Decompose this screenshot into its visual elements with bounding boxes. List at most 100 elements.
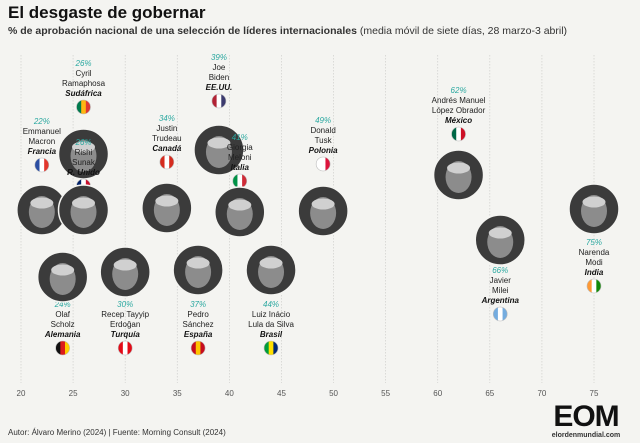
flag-icon [492, 306, 508, 322]
leader-photo [297, 185, 349, 237]
leader-photo [99, 246, 151, 298]
hair-shape [259, 257, 283, 269]
hair-shape [51, 264, 75, 276]
grid-lines [20, 55, 595, 383]
flag-icon [55, 340, 70, 356]
country-label: Turquía [111, 330, 141, 339]
leader-name: Milei [492, 286, 509, 295]
leader-name: Emmanuel [23, 127, 61, 136]
value-label: 30% [117, 300, 133, 309]
flag-icon [190, 340, 206, 356]
value-label: 37% [190, 300, 206, 309]
x-tick-label: 20 [17, 389, 26, 398]
flag-icon [159, 154, 175, 170]
leader-name: Rishi [75, 148, 93, 157]
leader-name: Tusk [315, 136, 333, 145]
leader-name: Lula da Silva [248, 320, 294, 329]
x-tick-label: 25 [69, 389, 78, 398]
leader-name: Giorgia [227, 143, 253, 152]
leader-name: Donald [310, 126, 335, 135]
country-label: Brasil [260, 330, 283, 339]
hair-shape [488, 227, 512, 239]
flag-icon [34, 157, 50, 173]
country-label: R. Unido [67, 168, 100, 177]
leader-photo [474, 214, 526, 266]
value-label: 26% [75, 59, 92, 68]
leader-name: Cyril [76, 69, 92, 78]
leader-name: Joe [212, 63, 225, 72]
leader-name: Andrés Manuel [432, 96, 486, 105]
country-label: Canadá [152, 144, 181, 153]
value-label: 44% [263, 300, 279, 309]
leader-name: Meloni [228, 153, 252, 162]
value-label: 75% [586, 238, 602, 247]
leader-photo [172, 244, 224, 296]
leader-photo [36, 251, 89, 303]
x-axis-ticks: 20 25 30 35 40 45 50 55 60 65 70 75 [17, 389, 599, 398]
flag-icon [315, 156, 331, 172]
country-label: México [445, 116, 472, 125]
country-label: Polonia [309, 146, 338, 155]
value-label: 66% [492, 266, 508, 275]
hair-shape [155, 195, 179, 207]
country-label: Francia [28, 147, 57, 156]
value-label: 26% [75, 138, 92, 147]
flag-icon [76, 99, 91, 115]
x-tick-label: 75 [590, 389, 599, 398]
leader-photo [245, 244, 297, 296]
flag-icon [586, 278, 602, 294]
value-label: 41% [232, 133, 248, 142]
x-tick-label: 30 [121, 389, 130, 398]
leader-name: Justin [156, 124, 177, 133]
leader-photo [214, 186, 266, 238]
leader-name: Sánchez [183, 320, 214, 329]
hair-shape [72, 141, 96, 153]
leader-name: Ramaphosa [62, 79, 106, 88]
value-label: 49% [315, 116, 331, 125]
country-label: Argentina [481, 296, 520, 305]
subtitle-note: (media móvil de siete días, 28 marzo-3 a… [359, 25, 568, 37]
leader-name: Narenda [579, 248, 610, 257]
leader-name: Pedro [187, 310, 209, 319]
publisher-logo: EOM elordenmundial.com [540, 400, 632, 440]
country-label: Alemania [44, 330, 81, 339]
leader-photo [141, 182, 193, 234]
leader-name: Recep Tayyip [101, 310, 149, 319]
hair-shape [72, 197, 96, 209]
leader-name: Modi [585, 258, 603, 267]
x-tick-label: 65 [485, 389, 494, 398]
flag-icon [232, 173, 248, 189]
flag-icon [117, 340, 133, 356]
leader-name: Olaf [55, 310, 70, 319]
leader-name: Sunak [72, 158, 96, 167]
x-tick-label: 40 [225, 389, 234, 398]
value-label: 22% [33, 117, 50, 126]
value-label: 39% [211, 53, 227, 62]
country-label: Italia [231, 163, 250, 172]
country-label: España [184, 330, 213, 339]
chart-title: El desgaste de gobernar [8, 3, 206, 22]
logo-mark: EOM [553, 400, 619, 433]
leader-name: Biden [209, 73, 229, 82]
hair-shape [30, 197, 54, 209]
x-tick-label: 70 [537, 389, 546, 398]
hair-shape [582, 196, 606, 208]
source-note: Autor: Álvaro Merino (2024) | Fuente: Mo… [8, 428, 226, 437]
x-tick-label: 50 [329, 389, 338, 398]
country-label: India [585, 268, 604, 277]
hair-shape [228, 199, 252, 211]
subtitle-main: % de aprobación nacional de una selecció… [8, 25, 357, 37]
logo-url: elordenmundial.com [551, 432, 621, 439]
